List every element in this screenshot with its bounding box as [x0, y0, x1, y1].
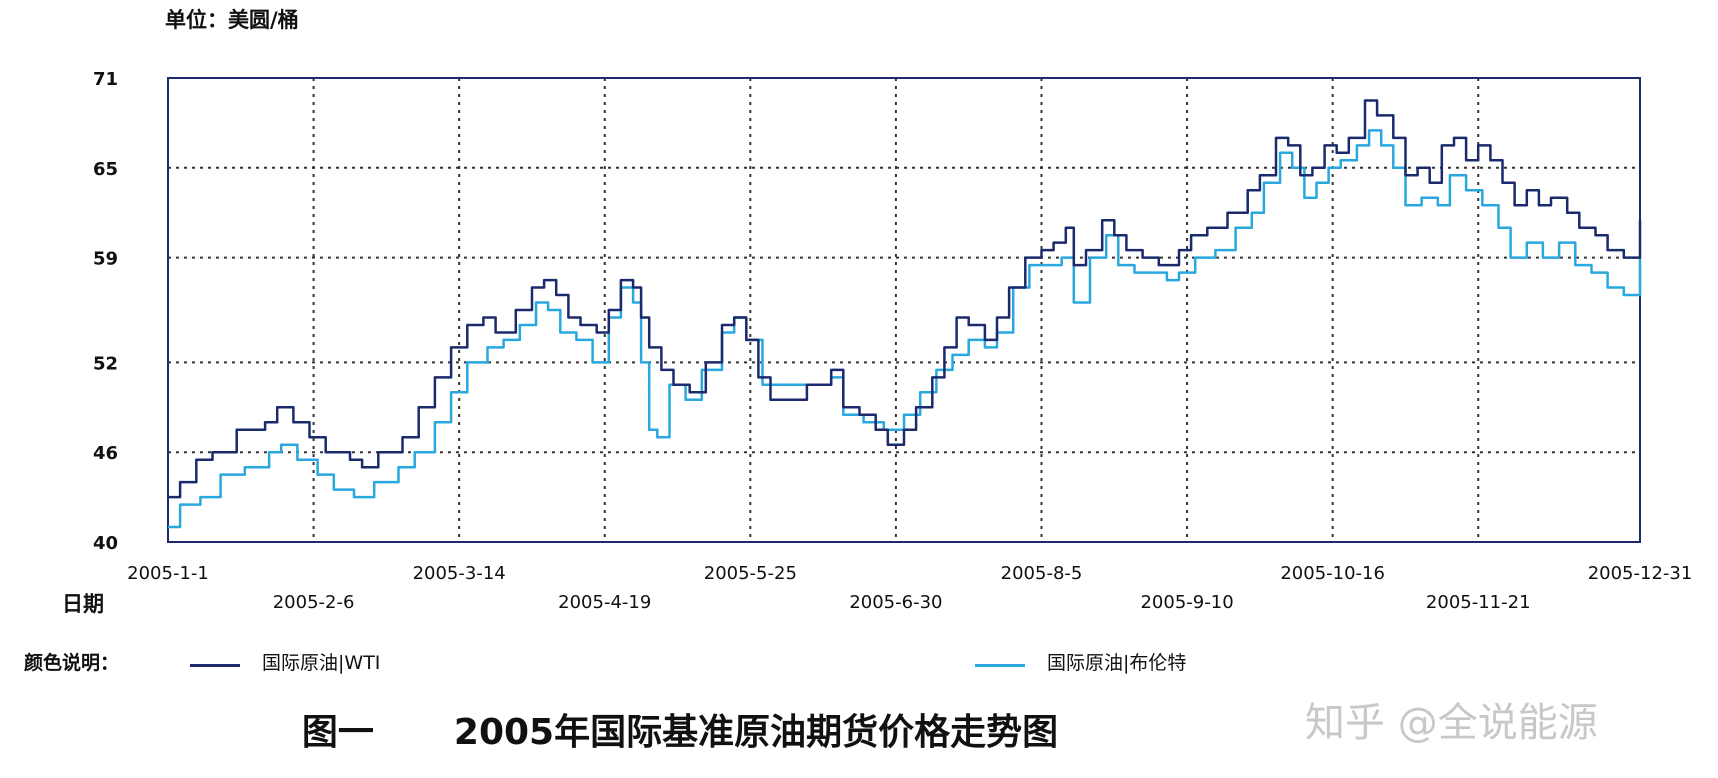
- x-axis-label: 日期: [62, 592, 104, 616]
- legend-label-wti: 国际原油|WTI: [262, 652, 381, 674]
- legend-swatch-brent: [975, 664, 1025, 667]
- y-tick-label: 71: [93, 69, 118, 90]
- x-tick-label: 2005-4-19: [558, 592, 651, 613]
- legend-title: 颜色说明：: [24, 652, 120, 674]
- grid: [168, 78, 1640, 542]
- x-tick-label: 2005-8-5: [1001, 563, 1083, 584]
- y-tick-label: 40: [93, 533, 118, 554]
- series-line: [168, 99, 1642, 499]
- legend-swatch-wti: [190, 664, 240, 667]
- figure-title: 2005年国际基准原油期货价格走势图: [453, 712, 1059, 753]
- series-line: [168, 129, 1642, 529]
- y-tick-label: 65: [93, 159, 118, 180]
- x-tick-label: 2005-9-10: [1140, 592, 1233, 613]
- x-tick-label: 2005-10-16: [1280, 563, 1385, 584]
- x-axis-ticks: 2005-1-1 2005-2-6 2005-3-14 2005-4-19 2005-5…: [127, 563, 1692, 613]
- figure-number: 图一: [301, 712, 374, 753]
- x-tick-label: 2005-11-21: [1426, 592, 1531, 613]
- x-tick-label: 2005-1-1: [127, 563, 209, 584]
- x-tick-label: 2005-3-14: [413, 563, 506, 584]
- y-tick-label: 52: [93, 353, 118, 374]
- series-lines: [168, 99, 1642, 529]
- x-tick-label: 2005-12-31: [1588, 563, 1693, 584]
- x-tick-label: 2005-2-6: [273, 592, 355, 613]
- x-tick-label: 2005-6-30: [849, 592, 942, 613]
- watermark: 知乎 @全说能源: [1305, 700, 1598, 746]
- plot-frame: [167, 77, 1641, 543]
- y-tick-label: 59: [93, 249, 118, 270]
- unit-label: 单位：美圆/桶: [165, 8, 299, 32]
- y-axis-ticks: 40 46 52 59 65 71: [93, 69, 118, 554]
- y-tick-label: 46: [93, 443, 118, 464]
- legend-label-brent: 国际原油|布伦特: [1047, 652, 1187, 674]
- figure-caption: 图一 2005年国际基准原油期货价格走势图: [0, 703, 1360, 755]
- x-tick-label: 2005-5-25: [704, 563, 797, 584]
